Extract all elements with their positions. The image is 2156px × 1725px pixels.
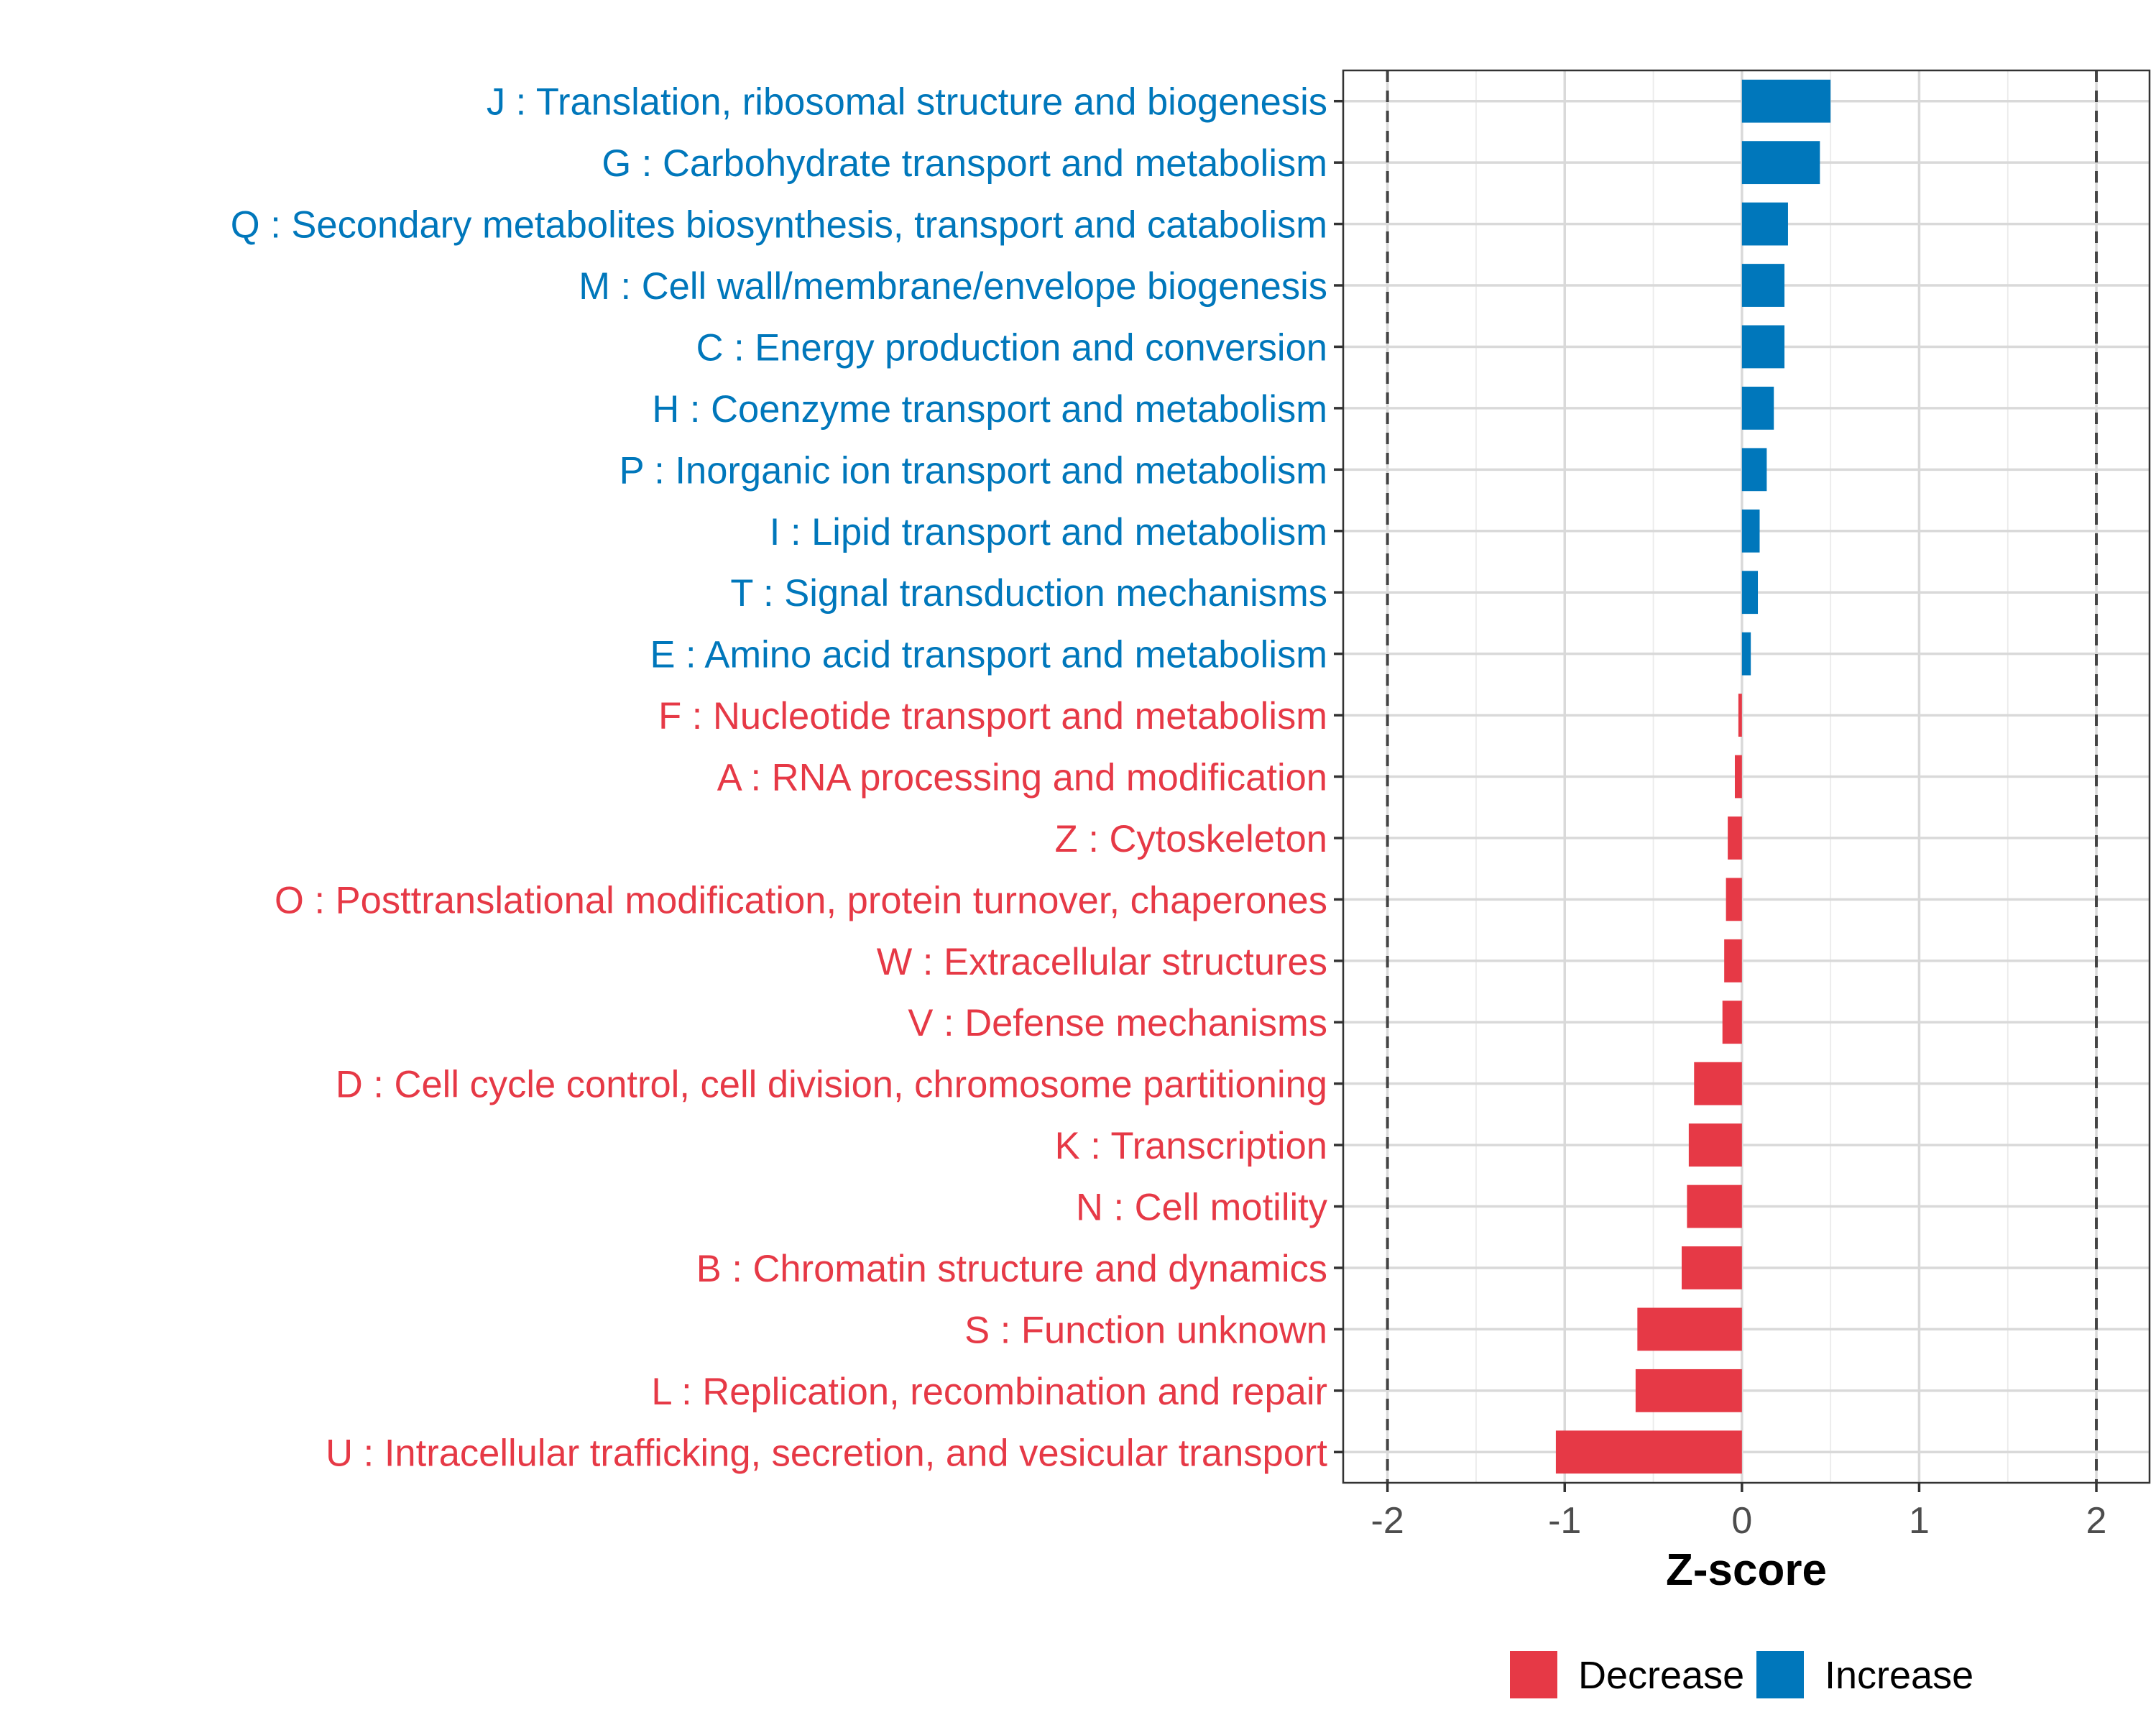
bar-decrease	[1687, 1184, 1742, 1228]
bar-decrease	[1694, 1062, 1742, 1105]
y-category-label: E : Amino acid transport and metabolism	[650, 634, 1327, 676]
bar-decrease	[1728, 816, 1742, 860]
y-category-label: V : Defense mechanisms	[908, 1002, 1327, 1044]
x-axis-title: Z-score	[1666, 1545, 1827, 1595]
legend-label-decrease: Decrease	[1578, 1654, 1744, 1697]
y-category-label: Q : Secondary metabolites biosynthesis, …	[231, 204, 1327, 247]
x-axis-ticks: -2 -1 0 1 2	[1371, 1483, 2107, 1542]
y-category-label: H : Coenzyme transport and metabolism	[652, 388, 1327, 431]
bar-increase	[1741, 448, 1767, 492]
y-category-label: C : Energy production and conversion	[696, 326, 1327, 369]
x-tick-label: 1	[1909, 1500, 1930, 1542]
y-category-label: N : Cell motility	[1076, 1187, 1328, 1229]
bar-decrease	[1738, 694, 1742, 737]
bar-increase	[1741, 141, 1820, 185]
bar-decrease	[1726, 878, 1742, 921]
bar-decrease	[1688, 1123, 1742, 1167]
bar-increase	[1741, 325, 1785, 369]
y-category-label: G : Carbohydrate transport and metabolis…	[602, 142, 1327, 185]
y-category-label: D : Cell cycle control, cell division, c…	[336, 1064, 1327, 1106]
y-axis-labels: J : Translation, ribosomal structure and…	[231, 81, 1328, 1475]
y-category-label: J : Translation, ribosomal structure and…	[487, 81, 1327, 124]
y-category-label: P : Inorganic ion transport and metaboli…	[619, 449, 1327, 492]
bar-increase	[1741, 632, 1751, 676]
bar-decrease	[1681, 1246, 1742, 1289]
bar-increase	[1741, 571, 1759, 615]
x-tick-label: 2	[2086, 1500, 2107, 1542]
x-tick-label: -1	[1548, 1500, 1581, 1542]
y-category-label: F : Nucleotide transport and metabolism	[658, 695, 1327, 737]
legend-swatch-increase	[1756, 1651, 1804, 1698]
y-category-label: Z : Cytoskeleton	[1055, 818, 1327, 860]
bar-increase	[1741, 386, 1774, 430]
legend-swatch-decrease	[1510, 1651, 1557, 1698]
bar-decrease	[1637, 1307, 1742, 1351]
legend-label-increase: Increase	[1825, 1654, 1973, 1697]
x-tick-label: -2	[1371, 1500, 1404, 1542]
threshold-layer	[1386, 70, 2099, 1483]
y-category-label: O : Posttranslational modification, prot…	[275, 879, 1327, 921]
legend: Decrease Increase	[1510, 1651, 1973, 1698]
y-category-label: W : Extracellular structures	[877, 941, 1327, 983]
bar-decrease	[1555, 1430, 1742, 1474]
bar-increase	[1741, 509, 1760, 553]
bar-decrease	[1724, 939, 1742, 983]
bar-decrease	[1635, 1368, 1742, 1412]
y-category-label: L : Replication, recombination and repai…	[651, 1371, 1327, 1413]
y-category-label: T : Signal transduction mechanisms	[730, 572, 1327, 615]
y-category-label: S : Function unknown	[964, 1309, 1327, 1351]
y-category-label: B : Chromatin structure and dynamics	[696, 1248, 1327, 1290]
bar-increase	[1741, 202, 1788, 246]
bar-increase	[1741, 79, 1831, 123]
y-category-label: K : Transcription	[1055, 1125, 1327, 1167]
y-category-label: U : Intracellular trafficking, secretion…	[326, 1432, 1327, 1474]
y-category-label: M : Cell wall/membrane/envelope biogenes…	[579, 265, 1327, 308]
bar-decrease	[1722, 1000, 1742, 1044]
bar-layer	[1555, 79, 1831, 1474]
x-tick-label: 0	[1731, 1500, 1752, 1542]
bar-increase	[1741, 264, 1785, 307]
bar-decrease	[1734, 755, 1742, 799]
y-category-label: I : Lipid transport and metabolism	[770, 511, 1327, 553]
y-category-label: A : RNA processing and modification	[717, 757, 1327, 799]
y-axis-ticks	[1334, 99, 1343, 1454]
